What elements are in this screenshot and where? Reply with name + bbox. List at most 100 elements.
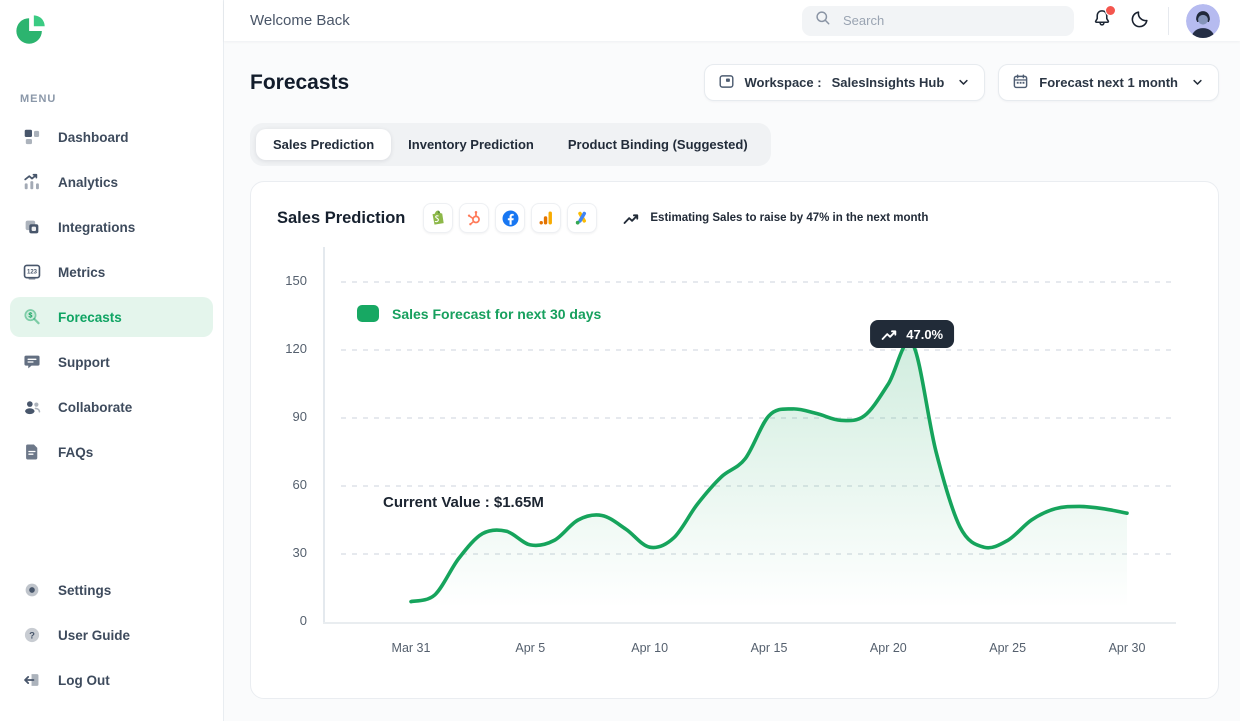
card-title: Sales Prediction <box>277 208 406 227</box>
app-logo[interactable] <box>14 12 223 53</box>
sales-prediction-card: Sales Prediction Estimating Sales to rai… <box>250 181 1219 699</box>
top-bar: Welcome Back <box>224 0 1240 41</box>
x-axis-tick: Apr 20 <box>869 641 907 655</box>
shopify-chip[interactable] <box>423 203 454 233</box>
tab-sales-prediction[interactable]: Sales Prediction <box>256 129 392 160</box>
metrics-icon: 123 <box>21 261 43 283</box>
sidebar-item-settings[interactable]: Settings <box>10 570 213 610</box>
tab-inventory-prediction[interactable]: Inventory Prediction <box>408 137 534 152</box>
legend-swatch <box>357 305 379 322</box>
settings-icon <box>21 579 43 601</box>
welcome-text: Welcome Back <box>250 12 350 29</box>
sidebar-item-label: Support <box>58 354 110 370</box>
facebook-icon <box>501 209 520 228</box>
sidebar-nav-bottom: Settings? User Guide Log Out <box>10 570 213 705</box>
chart-area: Sales Forecast for next 30 days Current … <box>251 233 1218 695</box>
notification-dot <box>1105 5 1116 16</box>
chart-legend[interactable]: Sales Forecast for next 30 days <box>357 305 601 322</box>
pie-chart-logo-icon <box>14 15 48 52</box>
chart-canvas <box>323 247 1176 624</box>
trend-up-icon <box>881 328 898 341</box>
sidebar-item-label: User Guide <box>58 627 131 643</box>
peak-tooltip: 47.0% <box>870 320 955 349</box>
shopify-icon <box>429 209 447 227</box>
y-axis-tick: 120 <box>285 341 307 356</box>
main-area: Welcome Back Forecasts <box>224 0 1240 721</box>
forecast-range-selector[interactable]: Forecast next 1 month <box>998 64 1219 101</box>
y-axis-tick: 30 <box>292 545 307 560</box>
x-axis-tick: Apr 15 <box>750 641 788 655</box>
chevron-down-icon <box>1190 75 1205 90</box>
tab-product-binding-suggested[interactable]: Product Binding (Suggested) <box>567 137 748 152</box>
forecasts-icon: $ <box>21 306 43 328</box>
hubspot-icon <box>465 209 483 227</box>
y-axis-tick: 0 <box>299 613 307 628</box>
sidebar-item-dashboard[interactable]: Dashboard <box>10 117 213 157</box>
sidebar-item-label: Metrics <box>58 264 106 280</box>
sidebar-nav: Dashboard Analytics Integrations 123 Metrics… <box>10 117 213 477</box>
x-axis-tick: Apr 30 <box>1108 641 1146 655</box>
sales-forecast-chart[interactable]: Sales Forecast for next 30 days Current … <box>323 247 1176 624</box>
sidebar-item-analytics[interactable]: Analytics <box>10 162 213 202</box>
workspace-value: SalesInsights Hub <box>831 75 945 90</box>
notifications-button[interactable] <box>1091 5 1116 34</box>
sidebar-item-forecasts[interactable]: $ Forecasts <box>10 297 213 337</box>
logout-icon <box>21 669 43 691</box>
x-axis-tick: Apr 10 <box>631 641 669 655</box>
analytics-icon <box>21 171 43 193</box>
workspace-selector[interactable]: Workspace : SalesInsights Hub <box>703 64 986 101</box>
sidebar-item-label: Collaborate <box>58 399 133 415</box>
page-title: Forecasts <box>250 70 350 94</box>
google-analytics-chip[interactable] <box>531 203 562 233</box>
dark-mode-toggle[interactable] <box>1130 8 1151 34</box>
svg-text:123: 123 <box>27 269 38 275</box>
prediction-tabs: Sales Prediction Inventory Prediction Prod… <box>250 123 771 166</box>
user-guide-icon: ? <box>21 624 43 646</box>
search-input[interactable] <box>841 12 1062 29</box>
user-avatar[interactable] <box>1186 3 1220 38</box>
sidebar-item-label: Integrations <box>58 219 136 235</box>
calendar-icon <box>1012 73 1029 93</box>
support-icon <box>21 351 43 373</box>
sidebar-item-label: Settings <box>58 582 112 598</box>
x-axis-tick: Mar 31 <box>391 641 431 655</box>
workspace-icon <box>718 73 735 93</box>
sidebar-item-label: FAQs <box>58 444 94 460</box>
sidebar-item-integrations[interactable]: Integrations <box>10 207 213 247</box>
trend-up-icon <box>623 212 640 225</box>
dashboard-icon <box>21 126 43 148</box>
search-box[interactable] <box>802 5 1074 36</box>
topbar-divider <box>1168 6 1169 35</box>
workspace-label: Workspace : <box>744 75 822 90</box>
content-area: Forecasts Workspace : SalesInsights Hub … <box>224 41 1240 721</box>
y-axis-tick: 150 <box>285 273 307 288</box>
sidebar-item-user-guide[interactable]: ? User Guide <box>10 615 213 655</box>
sidebar-item-support[interactable]: Support <box>10 342 213 382</box>
avatar-image <box>1186 3 1220 38</box>
svg-text:?: ? <box>29 630 35 641</box>
chevron-down-icon <box>956 75 971 90</box>
google-analytics-icon <box>537 209 555 227</box>
integrations-icon <box>21 216 43 238</box>
collaborate-icon <box>21 396 43 418</box>
sidebar-item-metrics[interactable]: 123 Metrics <box>10 252 213 292</box>
sidebar-item-collaborate[interactable]: Collaborate <box>10 387 213 427</box>
search-icon <box>814 9 832 32</box>
hubspot-chip[interactable] <box>459 203 490 233</box>
x-axis-tick: Apr 5 <box>515 641 546 655</box>
integration-chips <box>423 203 598 233</box>
sidebar-item-log-out[interactable]: Log Out <box>10 660 213 700</box>
sidebar-item-label: Log Out <box>58 672 110 688</box>
sidebar-item-faqs[interactable]: FAQs <box>10 432 213 472</box>
current-value-annotation: Current Value : $1.65M <box>383 494 544 511</box>
menu-section-label: MENU <box>20 93 57 105</box>
google-ads-chip[interactable] <box>567 203 598 233</box>
legend-label: Sales Forecast for next 30 days <box>392 305 602 322</box>
facebook-chip[interactable] <box>495 203 526 233</box>
sidebar-item-label: Forecasts <box>58 309 122 325</box>
x-axis-tick: Apr 25 <box>989 641 1027 655</box>
moon-icon <box>1130 8 1151 34</box>
insight-text: Estimating Sales to raise by 47% in the … <box>650 212 929 224</box>
forecast-range-value: Forecast next 1 month <box>1039 75 1178 90</box>
y-axis-tick: 60 <box>292 477 307 492</box>
